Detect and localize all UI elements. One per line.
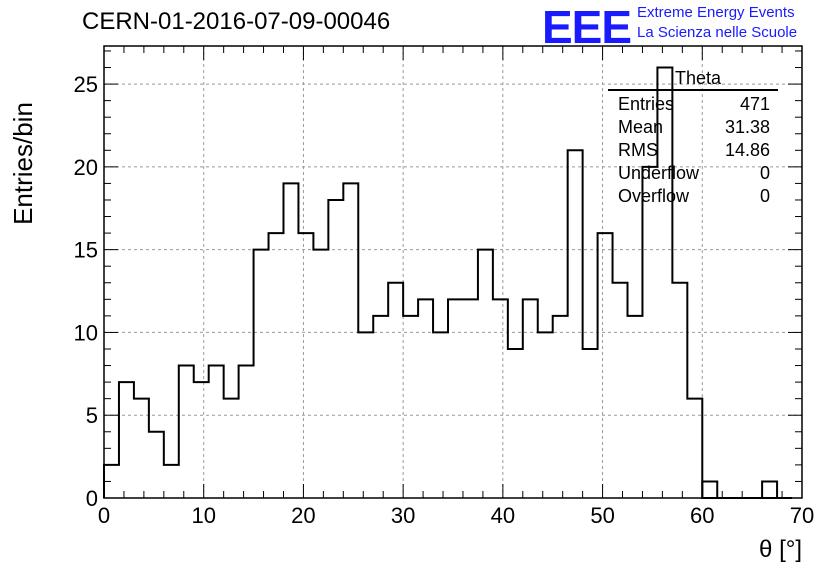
histogram-bin <box>179 366 194 498</box>
stats-divider <box>608 89 778 91</box>
stats-value: 0 <box>759 186 770 206</box>
histogram-bin <box>269 233 284 498</box>
stats-label: RMS <box>618 140 658 160</box>
histogram-bin <box>463 299 478 498</box>
histogram-bin <box>598 233 613 498</box>
stats-title: Theta <box>674 68 722 88</box>
histogram-bin <box>418 299 433 498</box>
y-tick-label: 25 <box>74 72 98 97</box>
histogram-bin <box>298 233 313 498</box>
plot-frame <box>103 45 803 499</box>
stats-label: Underflow <box>618 163 700 183</box>
x-tick-label: 70 <box>790 503 814 528</box>
stats-row: Entries 471 <box>608 93 778 116</box>
y-tick-label: 5 <box>86 403 98 428</box>
stats-row: Underflow 0 <box>608 162 778 185</box>
histogram-bin <box>403 316 418 498</box>
histogram-bin <box>194 382 209 498</box>
histogram-bin <box>164 465 179 498</box>
y-tick-label: 15 <box>74 238 98 263</box>
histogram-bin <box>313 250 328 498</box>
histogram-bin <box>388 283 403 498</box>
stats-value: 0 <box>759 163 770 183</box>
histogram-bin <box>493 299 508 498</box>
histogram-bin <box>478 250 493 498</box>
stats-label: Entries <box>618 94 675 114</box>
histogram-bin <box>373 316 388 498</box>
histogram-bin <box>119 382 134 498</box>
stats-value: 14.86 <box>724 140 770 160</box>
stats-value: 31.38 <box>724 117 770 137</box>
stats-row: Mean 31.38 <box>608 116 778 139</box>
y-tick-label: 0 <box>86 486 98 511</box>
histogram-bin <box>343 183 358 498</box>
histogram-bin <box>239 366 254 498</box>
histogram-bin <box>134 399 149 498</box>
histogram-bin <box>553 316 568 498</box>
logo-subtitle-2: La Scienza nelle Scuole <box>637 24 798 41</box>
histogram-bin <box>224 399 239 498</box>
histogram-outline <box>103 66 793 499</box>
histogram-bin <box>568 150 583 498</box>
stats-box: Theta Entries 471 Mean 31.38 RMS 14.86 Unde… <box>608 68 778 208</box>
stats-label: Mean <box>618 117 664 137</box>
histogram-bin <box>254 250 269 498</box>
stats-row: RMS 14.86 <box>608 139 778 162</box>
stats-row: Overflow 0 <box>608 185 778 208</box>
eee-logo: EEE <box>542 1 632 53</box>
histogram-bin <box>687 399 702 498</box>
x-tick-label: 30 <box>391 503 415 528</box>
x-axis-label: θ [°] <box>759 536 802 563</box>
stats-label: Overflow <box>618 186 690 206</box>
histogram-bin <box>761 480 779 498</box>
histogram-bin <box>283 183 298 498</box>
x-tick-label: 10 <box>191 503 215 528</box>
x-tick-label: 40 <box>491 503 515 528</box>
histogram-bin <box>448 299 463 498</box>
histogram-bin <box>628 316 643 498</box>
histogram-bin <box>149 432 164 498</box>
y-tick-label: 10 <box>74 320 98 345</box>
y-axis-label-box: Entries/bin <box>8 102 38 225</box>
chart-title: CERN-01-2016-07-09-00046 <box>82 8 391 35</box>
stats-value: 471 <box>739 94 770 114</box>
histogram-bin <box>328 200 343 498</box>
y-tick-label: 20 <box>74 155 98 180</box>
logo-subtitle-1: Extreme Energy Events <box>637 4 795 21</box>
x-tick-label: 20 <box>291 503 315 528</box>
histogram-bin <box>583 349 598 498</box>
histogram-bin <box>209 366 224 498</box>
x-tick-label: 0 <box>98 503 110 528</box>
histogram-bin <box>701 480 719 498</box>
x-tick-label: 60 <box>690 503 714 528</box>
histogram-bin <box>613 283 628 498</box>
histogram-bin <box>523 299 538 498</box>
histogram-bin <box>672 283 687 498</box>
x-tick-label: 50 <box>590 503 614 528</box>
histogram-bin <box>508 349 523 498</box>
y-axis-label: Entries/bin <box>7 102 38 225</box>
